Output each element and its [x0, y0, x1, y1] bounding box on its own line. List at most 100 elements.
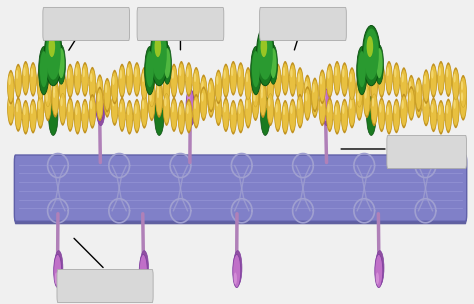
Ellipse shape [312, 80, 318, 110]
Ellipse shape [356, 86, 363, 121]
Ellipse shape [438, 102, 444, 132]
Ellipse shape [105, 84, 107, 93]
Ellipse shape [431, 70, 434, 79]
Ellipse shape [230, 63, 237, 93]
Ellipse shape [394, 68, 396, 78]
Ellipse shape [74, 102, 81, 132]
Ellipse shape [245, 69, 251, 99]
Ellipse shape [334, 100, 341, 135]
Ellipse shape [394, 105, 396, 114]
Ellipse shape [289, 99, 296, 133]
Ellipse shape [334, 61, 341, 95]
Ellipse shape [142, 73, 144, 82]
Ellipse shape [438, 67, 441, 76]
Ellipse shape [268, 98, 270, 107]
Ellipse shape [186, 101, 192, 131]
Ellipse shape [104, 78, 111, 112]
Ellipse shape [416, 80, 422, 110]
Ellipse shape [423, 92, 429, 126]
FancyBboxPatch shape [14, 155, 467, 224]
Ellipse shape [364, 80, 370, 110]
Ellipse shape [366, 36, 373, 57]
Ellipse shape [424, 98, 426, 107]
Ellipse shape [305, 81, 308, 90]
Ellipse shape [89, 94, 96, 129]
Ellipse shape [274, 100, 281, 130]
Ellipse shape [89, 67, 96, 102]
Ellipse shape [119, 66, 125, 96]
Ellipse shape [460, 77, 466, 107]
Ellipse shape [259, 83, 266, 118]
Ellipse shape [423, 69, 429, 104]
Ellipse shape [126, 102, 133, 132]
Ellipse shape [163, 70, 170, 104]
Ellipse shape [96, 89, 104, 122]
Ellipse shape [379, 104, 382, 113]
Ellipse shape [164, 76, 166, 85]
Ellipse shape [46, 81, 48, 89]
Ellipse shape [139, 254, 147, 288]
Ellipse shape [245, 94, 252, 129]
Ellipse shape [408, 86, 415, 121]
Ellipse shape [230, 102, 237, 132]
Ellipse shape [97, 92, 100, 104]
Ellipse shape [349, 69, 355, 100]
Ellipse shape [52, 85, 58, 115]
Ellipse shape [148, 89, 155, 119]
Ellipse shape [372, 75, 374, 85]
Ellipse shape [82, 64, 88, 95]
Ellipse shape [55, 251, 63, 285]
Ellipse shape [319, 94, 326, 124]
Ellipse shape [7, 91, 14, 126]
Ellipse shape [38, 73, 40, 82]
Ellipse shape [460, 86, 467, 121]
Ellipse shape [290, 105, 292, 114]
Ellipse shape [90, 100, 92, 109]
Ellipse shape [290, 64, 296, 95]
Ellipse shape [127, 67, 129, 76]
FancyBboxPatch shape [14, 155, 467, 221]
Ellipse shape [120, 103, 122, 112]
Ellipse shape [37, 96, 44, 126]
Ellipse shape [348, 67, 356, 102]
Ellipse shape [267, 72, 273, 102]
Ellipse shape [452, 94, 459, 128]
Ellipse shape [438, 106, 441, 115]
Ellipse shape [149, 81, 152, 90]
Ellipse shape [460, 88, 466, 118]
Ellipse shape [445, 101, 452, 131]
Ellipse shape [111, 91, 118, 126]
Ellipse shape [393, 98, 400, 133]
Ellipse shape [445, 64, 452, 95]
Ellipse shape [145, 47, 155, 95]
Ellipse shape [252, 77, 259, 107]
Ellipse shape [454, 74, 456, 83]
Ellipse shape [179, 67, 182, 76]
Ellipse shape [178, 63, 184, 93]
Ellipse shape [52, 83, 59, 118]
Ellipse shape [362, 26, 380, 86]
Ellipse shape [208, 83, 215, 118]
Ellipse shape [231, 106, 233, 115]
Ellipse shape [416, 86, 422, 116]
Ellipse shape [445, 98, 452, 133]
Ellipse shape [416, 84, 419, 92]
Ellipse shape [55, 272, 58, 285]
Ellipse shape [67, 66, 73, 96]
Ellipse shape [304, 77, 310, 107]
Ellipse shape [385, 61, 392, 95]
Ellipse shape [126, 100, 133, 135]
Ellipse shape [222, 64, 229, 98]
Ellipse shape [200, 74, 207, 109]
Ellipse shape [452, 67, 459, 102]
Ellipse shape [460, 75, 467, 109]
Ellipse shape [111, 72, 118, 102]
Ellipse shape [146, 51, 154, 87]
FancyBboxPatch shape [387, 136, 466, 168]
Ellipse shape [282, 100, 289, 135]
Ellipse shape [97, 77, 103, 107]
Ellipse shape [193, 69, 200, 99]
Ellipse shape [57, 45, 65, 84]
Ellipse shape [320, 98, 322, 107]
Ellipse shape [237, 101, 244, 131]
